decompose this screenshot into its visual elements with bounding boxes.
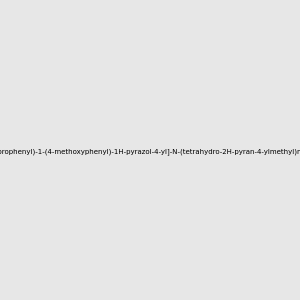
Text: 1-[3-(3-fluorophenyl)-1-(4-methoxyphenyl)-1H-pyrazol-4-yl]-N-(tetrahydro-2H-pyra: 1-[3-(3-fluorophenyl)-1-(4-methoxyphenyl… — [0, 148, 300, 155]
